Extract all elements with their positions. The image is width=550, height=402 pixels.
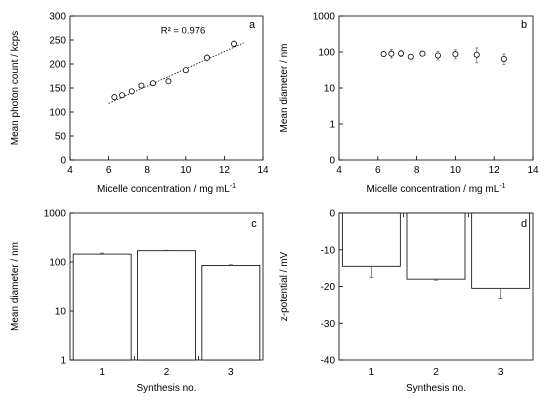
x-tick-label: 8: [144, 165, 150, 176]
x-axis-label: Micelle concentration / mg mL-1: [366, 183, 505, 195]
y-tick-label: -40: [321, 356, 336, 367]
y-tick-label: 1000: [44, 209, 67, 220]
x-axis-label-text: Micelle concentration / mg mL: [97, 184, 230, 195]
y-tick-label: 1: [60, 356, 66, 367]
data-point: [138, 82, 145, 89]
data-point: [128, 88, 135, 95]
panel-a-chart: 0 50 100 150 200 250 300 4 6 8 10 12 14 R² = 0.976 a Me…: [10, 12, 269, 196]
bar: [201, 265, 261, 361]
y-tick-label: 50: [55, 132, 67, 143]
y-tick-label: 1000: [313, 12, 336, 23]
y-tick-label: 1: [329, 120, 335, 131]
x-axis-label: Micelle concentration / mg mL-1: [97, 183, 236, 195]
y-axis-label: Mean diameter / nm: [279, 44, 290, 133]
y-tick-label: -20: [321, 282, 336, 293]
x-tick-label: 4: [67, 165, 73, 176]
data-point: [419, 50, 426, 57]
x-tick-label: 14: [257, 165, 269, 176]
data-point: [434, 52, 441, 59]
data-point: [111, 94, 118, 101]
x-axis-label-text: Synthesis no.: [136, 383, 196, 394]
x-axis-label-superscript: -1: [230, 183, 236, 190]
data-point: [407, 53, 414, 60]
r-squared-annotation: R² = 0.976: [161, 25, 206, 36]
x-tick-label: 3: [498, 367, 504, 378]
y-tick-label: -10: [321, 245, 336, 256]
data-point: [398, 50, 405, 57]
trendline: [108, 42, 244, 104]
y-tick-label: 0: [329, 209, 335, 220]
data-point: [473, 51, 480, 58]
x-tick-label: 6: [375, 165, 381, 176]
y-tick-label: 300: [49, 12, 66, 23]
panel-c-chart: 1 10 100 1000 1 2 3 c Mean diameter / nm Synthesi…: [10, 209, 264, 394]
y-tick-label: 10: [55, 307, 67, 318]
data-point: [500, 55, 507, 62]
x-axis-label-text: Micelle concentration / mg mL: [366, 184, 499, 195]
y-tick-label: -30: [321, 319, 336, 330]
y-tick-label: 200: [49, 60, 66, 71]
x-tick-label: 2: [433, 367, 439, 378]
x-tick-label: 3: [228, 367, 234, 378]
data-point: [388, 50, 395, 57]
bar: [72, 253, 132, 361]
bar: [341, 212, 401, 267]
y-tick-label: 150: [49, 84, 66, 95]
x-tick-label: 2: [164, 367, 170, 378]
y-axis-label: Mean photon count / kcps: [10, 31, 21, 146]
panel-letter: a: [249, 19, 256, 31]
x-axis-label-superscript: -1: [499, 183, 505, 190]
y-tick-label: 0: [60, 156, 66, 167]
panel-b-chart: 0 1 10 100 1000 4 6 8 10 12 14 b Mean diameter / nm M…: [279, 12, 539, 196]
x-tick-label: 4: [336, 165, 342, 176]
panel-letter: b: [521, 19, 527, 31]
x-tick-label: 12: [219, 165, 231, 176]
data-point: [204, 54, 211, 61]
y-tick-label: 100: [49, 108, 66, 119]
y-tick-label: 10: [324, 84, 336, 95]
panel-d-chart: 0 -10 -20 -30 -40 1 2 3 d z-potential / mV Synthes…: [279, 209, 534, 394]
x-tick-label: 14: [527, 165, 539, 176]
plot-frame: [69, 15, 264, 161]
y-axis-label: z-potential / mV: [279, 251, 290, 321]
x-tick-label: 12: [489, 165, 501, 176]
x-tick-label: 8: [414, 165, 420, 176]
x-tick-label: 10: [450, 165, 462, 176]
x-tick-label: 1: [99, 367, 105, 378]
data-point: [231, 40, 238, 47]
panel-letter: d: [521, 218, 527, 230]
data-point: [452, 51, 459, 58]
bar: [406, 212, 466, 280]
x-tick-label: 1: [369, 367, 375, 378]
y-axis-label: Mean diameter / nm: [10, 242, 21, 331]
panel-letter: c: [251, 218, 257, 230]
x-tick-label: 6: [106, 165, 112, 176]
bar: [137, 250, 196, 361]
y-tick-label: 100: [318, 48, 335, 59]
x-axis-label-text: Synthesis no.: [406, 383, 466, 394]
bar: [471, 212, 531, 289]
x-axis-label: Synthesis no.: [136, 383, 196, 394]
data-point: [182, 67, 189, 74]
y-tick-label: 250: [49, 36, 66, 47]
data-point: [165, 78, 172, 85]
plot-frame: [338, 15, 534, 161]
data-point: [119, 92, 126, 99]
y-tick-label: 100: [49, 258, 66, 269]
data-point: [149, 80, 156, 87]
data-point: [380, 50, 387, 57]
x-tick-label: 10: [180, 165, 192, 176]
y-tick-label: 0: [329, 156, 335, 167]
x-axis-label: Synthesis no.: [406, 383, 466, 394]
